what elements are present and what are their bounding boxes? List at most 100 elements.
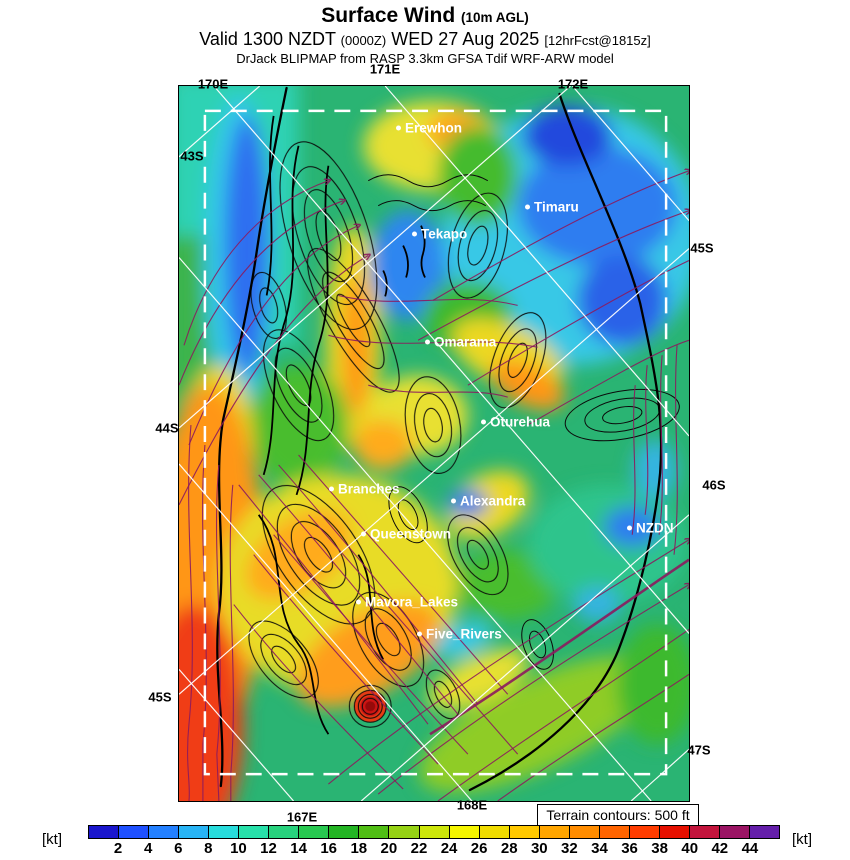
map-graphic [179,86,689,801]
valid-time-line: Valid 1300 NZDT (0000Z) WED 27 Aug 2025 … [0,29,850,49]
city-label: NZDN [636,520,674,536]
grid-label-45s-5: 45S [148,689,172,705]
grid-label-168e-10: 168E [456,797,488,813]
city-label: Branches [338,481,400,497]
colorbar-tick-16: 16 [320,840,338,857]
colorbar-segment-11 [418,826,449,838]
city-marker-mavora_lakes: Mavora_Lakes [356,595,458,610]
colorbar-tick-14: 14 [290,840,307,857]
colorbar-tick-40: 40 [681,840,699,857]
colorbar-tick-28: 28 [500,840,518,857]
colorbar-segment-9 [358,826,389,838]
grid-label-167e-9: 167E [286,809,318,825]
colorbar-tick-8: 8 [204,840,213,857]
city-dot [412,231,417,237]
city-label: Erewhon [405,120,463,136]
colorbar-tick-44: 44 [741,840,759,857]
colorbar-tick-38: 38 [651,840,668,857]
page-title: Surface Wind (10m AGL) [0,4,850,28]
colorbar-segment-19 [658,826,689,838]
city-marker-queenstown: Queenstown [361,527,451,542]
city-label: Queenstown [370,526,452,542]
model-line: DrJack BLIPMAP from RASP 3.3km GFSA Tdif… [236,50,614,66]
valid-time: Valid 1300 NZDT [199,28,336,49]
colorbar-segment-16 [568,826,599,838]
city-dot [396,125,401,131]
colorbar-tick-30: 30 [530,840,548,857]
grid-label-171e-0: 171E [369,61,401,77]
city-label: Timaru [534,199,579,215]
colorbar-tick-4: 4 [144,840,153,857]
valid-date: WED 27 Aug 2025 [391,28,540,49]
colorbar-segment-0 [89,826,119,838]
colorbar-segment-3 [178,826,209,838]
city-label: Tekapo [421,226,468,242]
grid-label-46s-7: 46S [702,477,726,493]
colorbar-tick-20: 20 [380,840,398,857]
colorbar-tick-6: 6 [174,840,183,857]
colorbar-segment-8 [328,826,359,838]
city-marker-timaru: Timaru [525,200,579,215]
colorbar-segment-7 [298,826,329,838]
grid-label-47s-8: 47S [687,742,711,758]
city-label: Omarama [434,334,497,350]
city-dot [361,531,366,537]
colorbar-segment-15 [538,826,569,838]
colorbar-segment-12 [448,826,479,838]
city-marker-alexandra: Alexandra [451,494,525,509]
colorbar-segment-13 [478,826,509,838]
colorbar-tick-32: 32 [561,840,578,857]
city-dot [525,204,530,210]
colorbar-tick-labels: 2 4 6 8 10 12 14 16 18 20 22 24 26 28 30 32 34 36 38 40 42 44 [88,840,780,858]
colorbar-tick-12: 12 [260,840,277,857]
city-marker-oturehua: Oturehua [481,415,550,430]
colorbar-segment-6 [268,826,299,838]
colorbar-tick-22: 22 [410,840,428,857]
city-dot [417,631,422,637]
colorbar-segment-22 [749,826,780,838]
city-marker-five_rivers: Five_Rivers [417,627,502,642]
colorbar-segment-21 [718,826,750,838]
grid-label-43s-3: 43S [180,148,204,164]
colorbar-segment-1 [118,826,149,838]
grid-label-170e-1: 170E [197,76,229,92]
colorbar-segment-2 [148,826,179,838]
colorbar-tick-36: 36 [621,840,638,857]
colorbar-tick-26: 26 [470,840,488,857]
title-main: Surface Wind [321,4,456,27]
colorbar-tick-2: 2 [113,840,123,857]
city-dot [451,498,456,504]
colorbar-unit-right: [kt] [792,831,813,848]
city-marker-nzdn: NZDN [627,521,674,536]
colorbar-segment-10 [388,826,419,838]
city-marker-branches: Branches [329,482,400,497]
city-label: Five_Rivers [426,626,502,642]
city-label: Mavora_Lakes [365,594,459,610]
colorbar-tick-42: 42 [711,840,729,857]
city-label: Oturehua [490,414,551,430]
city-dot [481,419,486,425]
grid-label-44s-4: 44S [155,420,179,436]
terrain-contours-note: Terrain contours: 500 ft [537,804,699,827]
title-agl-note: (10m AGL) [461,10,529,25]
city-label: Alexandra [460,493,526,509]
forecast-note: [12hrFcst@1815z] [544,32,651,48]
map-header: Surface Wind (10m AGL) Valid 1300 NZDT (… [0,4,850,66]
city-marker-omarama: Omarama [425,335,496,350]
grid-label-172e-2: 172E [557,76,589,92]
colorbar-tick-24: 24 [440,840,458,857]
wind-map-canvas [178,85,690,802]
grid-label-45s-6: 45S [690,240,714,256]
colorbar-unit-left: [kt] [42,831,63,848]
colorbar-segment-18 [628,826,659,838]
colorbar-segment-20 [688,826,719,838]
colorbar-segment-5 [238,826,269,838]
city-dot [627,525,632,531]
colorbar-segment-4 [208,826,239,838]
colorbar-segment-14 [508,826,539,838]
city-dot [425,339,430,345]
colorbar-tick-10: 10 [230,840,247,857]
city-dot [356,599,361,605]
city-marker-tekapo: Tekapo [412,227,467,242]
